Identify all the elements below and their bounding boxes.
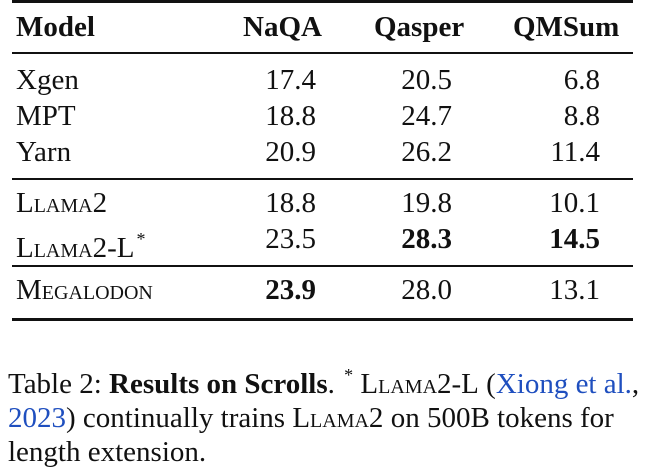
- table-row-model: Xgen: [16, 64, 79, 96]
- table-row-model: Llama2: [16, 187, 108, 219]
- caption-model-name-2: Llama2: [292, 402, 384, 434]
- header-rule: [12, 52, 633, 54]
- table-row-model: Llama2-L *: [16, 222, 145, 265]
- caption-title: Results on Scrolls: [109, 368, 328, 400]
- caption-label: Table 2:: [8, 368, 102, 400]
- cell-naqa: 23.9: [265, 274, 316, 306]
- cell-qmsum: 14.5: [549, 223, 600, 255]
- cell-qmsum: 13.1: [549, 274, 600, 306]
- header-qmsum: QMSum: [513, 11, 620, 43]
- cell-qmsum: 10.1: [549, 187, 600, 219]
- footnote-marker: *: [136, 229, 146, 249]
- cell-qasper: 28.0: [401, 274, 452, 306]
- header-model: Model: [16, 11, 95, 43]
- cell-qasper: 19.8: [401, 187, 452, 219]
- header-qasper: Qasper: [374, 11, 465, 43]
- table-row-model: Yarn: [16, 136, 72, 168]
- caption-text-2: on 500B tokens for length extension.: [8, 402, 614, 468]
- caption-model-name: Llama2-L: [360, 368, 479, 400]
- cell-qmsum: 8.8: [563, 100, 600, 132]
- bottom-rule: [12, 318, 633, 321]
- cell-naqa: 23.5: [265, 223, 316, 255]
- caption-paren-close: ): [66, 402, 76, 434]
- cell-qasper: 28.3: [401, 223, 452, 255]
- cell-naqa: 18.8: [265, 187, 316, 219]
- table-row-model: MPT: [16, 100, 76, 132]
- citation-link-author[interactable]: Xiong et al.: [495, 368, 632, 400]
- cell-naqa: 18.8: [265, 100, 316, 132]
- header-naqa: NaQA: [243, 11, 322, 43]
- caption-paren-open: (: [486, 368, 496, 400]
- cell-naqa: 17.4: [265, 64, 316, 96]
- caption-text: continually trains: [82, 402, 286, 434]
- caption-footnote-marker: *: [344, 365, 354, 385]
- table-caption: Table 2: Results on Scrolls. * Llama2-L …: [8, 358, 650, 469]
- cell-qasper: 26.2: [401, 136, 452, 168]
- citation-link-year[interactable]: 2023: [8, 402, 66, 434]
- caption-period: .: [327, 368, 335, 400]
- cell-qasper: 24.7: [401, 100, 452, 132]
- top-rule: [12, 0, 633, 3]
- group-rule-2: [12, 265, 633, 267]
- group-rule-1: [12, 178, 633, 180]
- cell-qasper: 20.5: [401, 64, 452, 96]
- cell-qmsum: 6.8: [563, 64, 600, 96]
- cell-qmsum: 11.4: [550, 136, 600, 168]
- citation-separator: ,: [631, 368, 640, 400]
- cell-naqa: 20.9: [265, 136, 316, 168]
- model-name: Llama2-L: [16, 232, 135, 264]
- table-row-model: Megalodon: [16, 274, 153, 306]
